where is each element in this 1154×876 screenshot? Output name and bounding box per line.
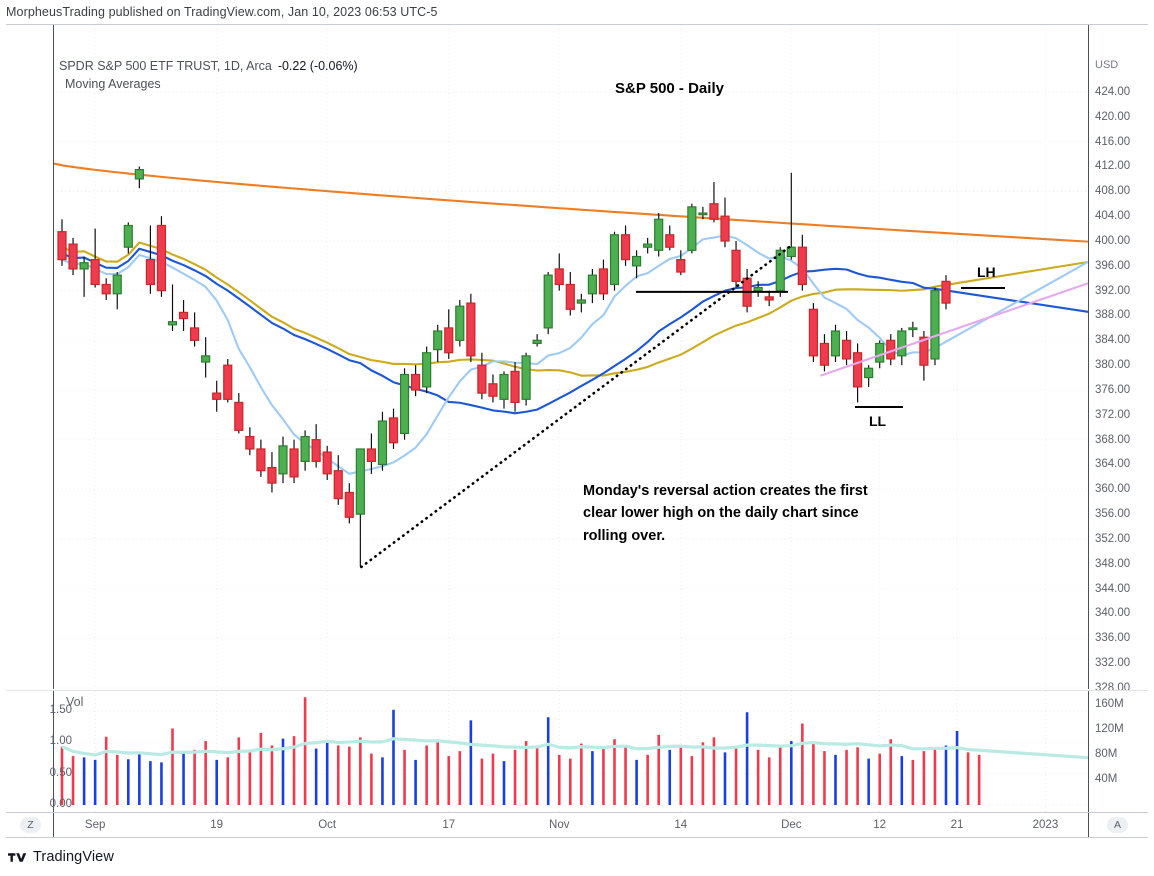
volume-chart-svg — [53, 691, 1088, 815]
price-tick-404-00: 404.00 — [1095, 210, 1131, 223]
price-tick-328-00: 328.00 — [1095, 681, 1131, 694]
price-pane: USD 424.00 420.00 416.00 412.00 408.00 404.00… — [6, 25, 1148, 694]
time-tick-nov: Nov — [549, 819, 570, 831]
price-tick-408-00: 408.00 — [1095, 185, 1131, 198]
time-tick-17: 17 — [442, 819, 456, 831]
price-tick-344-00: 344.00 — [1095, 582, 1131, 595]
time-axis[interactable]: Z A Sep19Oct17Nov14Dec1221202323 — [6, 812, 1148, 837]
price-tick-420-00: 420.00 — [1095, 110, 1131, 123]
price-tick-380-00: 380.00 — [1095, 359, 1131, 372]
price-tick-352-00: 352.00 — [1095, 532, 1131, 545]
volume-right-tick-160M: 160M — [1095, 697, 1124, 710]
time-axis-right-separator — [1088, 813, 1089, 837]
price-tick-384-00: 384.00 — [1095, 334, 1131, 347]
volume-right-tick-80M: 80M — [1095, 747, 1118, 760]
price-tick-412-00: 412.00 — [1095, 160, 1131, 173]
price-tick-388-00: 388.00 — [1095, 309, 1131, 322]
lower-low-line — [855, 406, 903, 408]
chart-title-annotation: S&P 500 - Daily — [615, 80, 724, 97]
price-right-axis-separator — [1088, 25, 1089, 689]
volume-right-axis-separator — [1088, 691, 1089, 815]
price-plot-area[interactable] — [53, 25, 1088, 689]
price-tick-400-00: 400.00 — [1095, 234, 1131, 247]
commentary-annotation: Monday's reversal action creates the fir… — [583, 483, 868, 544]
time-axis-left-separator — [53, 813, 54, 837]
tradingview-wordmark: TradingView — [33, 849, 114, 865]
volume-left-tick-1-00: 1.00 — [49, 735, 72, 748]
publisher-line: MorpheusTrading published on TradingView… — [6, 5, 438, 19]
time-tick-oct: Oct — [318, 819, 337, 831]
volume-right-tick-40M: 40M — [1095, 772, 1118, 785]
price-tick-372-00: 372.00 — [1095, 408, 1131, 421]
price-tick-368-00: 368.00 — [1095, 433, 1131, 446]
price-chart-svg — [53, 25, 1088, 689]
price-tick-360-00: 360.00 — [1095, 483, 1131, 496]
legend-symbol: SPDR S&P 500 ETF TRUST, 1D, Arca — [59, 59, 272, 73]
time-tick-19: 19 — [210, 819, 224, 831]
volume-left-axis-separator — [53, 691, 54, 815]
time-tick-dec: Dec — [781, 819, 802, 831]
volume-left-tick-0-50: 0.50 — [49, 766, 72, 779]
tradingview-logo-icon — [8, 852, 27, 862]
price-tick-332-00: 332.00 — [1095, 657, 1131, 670]
volume-legend: Vol — [66, 695, 84, 709]
auto-scale-button[interactable]: A — [1107, 817, 1128, 833]
chart-legend[interactable]: SPDR S&P 500 ETF TRUST, 1D, Arca -0.22 (-… — [59, 59, 358, 73]
lower-high-line — [961, 287, 1005, 289]
volume-right-tick-120M: 120M — [1095, 722, 1124, 735]
volume-left-tick-1-50: 1.50 — [49, 704, 72, 716]
legend-indicator: Moving Averages — [65, 77, 161, 91]
reset-scale-button[interactable]: Z — [20, 817, 41, 833]
volume-pane: Vol 1.50 1.00 0.50 0.00 160M 120M 80M 40M — [6, 690, 1148, 815]
price-tick-416-00: 416.00 — [1095, 135, 1131, 148]
volume-plot-area[interactable] — [53, 691, 1088, 815]
price-tick-364-00: 364.00 — [1095, 458, 1131, 471]
time-tick-14: 14 — [674, 819, 688, 831]
price-tick-356-00: 356.00 — [1095, 508, 1131, 521]
price-tick-336-00: 336.00 — [1095, 632, 1131, 645]
time-tick-sep: Sep — [84, 819, 106, 831]
price-tick-392-00: 392.00 — [1095, 284, 1131, 297]
price-tick-348-00: 348.00 — [1095, 557, 1131, 570]
time-tick-2023: 2023 — [1032, 819, 1059, 831]
legend-change: -0.22 (-0.06%) — [277, 59, 358, 73]
time-tick-21: 21 — [950, 819, 964, 831]
chart-frame: USD 424.00 420.00 416.00 412.00 408.00 404.00… — [6, 24, 1148, 838]
lower-low-label: LL — [869, 413, 887, 429]
price-tick-340-00: 340.00 — [1095, 607, 1131, 620]
tradingview-branding[interactable]: TradingView — [8, 849, 114, 865]
price-tick-396-00: 396.00 — [1095, 259, 1131, 272]
currency-label: USD — [1095, 59, 1119, 71]
volume-left-tick-0-00: 0.00 — [49, 798, 72, 810]
time-tick-12: 12 — [873, 819, 887, 831]
price-tick-376-00: 376.00 — [1095, 383, 1131, 396]
price-left-axis-separator — [53, 25, 54, 689]
price-tick-424-00: 424.00 — [1095, 86, 1131, 98]
lower-high-label: LH — [977, 264, 996, 280]
